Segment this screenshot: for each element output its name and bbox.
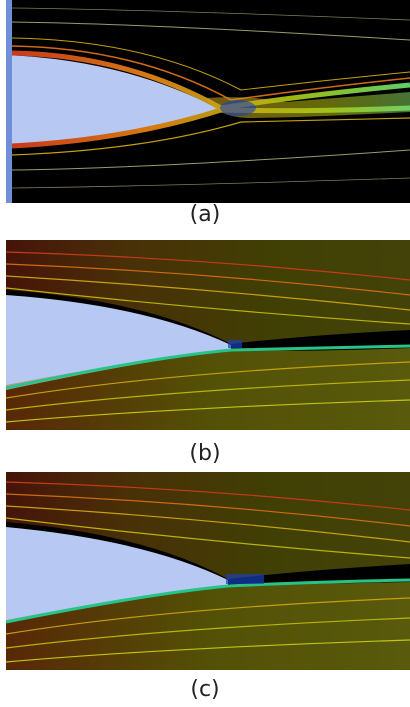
upper-streamline (6, 505, 410, 543)
caption-a: (a) (189, 202, 221, 227)
caption-b: (b) (189, 441, 221, 466)
lower-streamline (6, 597, 410, 635)
lower-streamline (11, 177, 410, 189)
lower-streamline (6, 379, 410, 411)
airfoil-body (6, 527, 228, 622)
upper-streamline (11, 21, 410, 41)
wake-vortex (220, 100, 256, 116)
upper-streamline (6, 251, 410, 281)
upper-streamline (6, 493, 410, 527)
upper-streamline (6, 517, 410, 559)
streamline-plot-b (6, 240, 410, 430)
lower-shear-layer (6, 344, 410, 390)
upper-streamline (6, 263, 410, 296)
streamline-plot-c (6, 472, 410, 670)
upper-flow-band (6, 240, 410, 344)
panel-b (6, 240, 410, 430)
lower-streamline (6, 361, 410, 399)
upper-streamline (6, 287, 410, 325)
airfoil-body (6, 295, 231, 390)
caption-c: (c) (190, 677, 220, 702)
upper-streamline (6, 275, 410, 311)
panel-a (6, 0, 410, 203)
lower-streamline (11, 149, 410, 171)
lower-streamline (11, 117, 410, 156)
lower-streamline (6, 399, 410, 423)
streamline-plot-a (6, 0, 410, 203)
upper-streamline (6, 481, 410, 511)
wake-region (206, 92, 410, 118)
upper-streamline (11, 37, 410, 91)
lower-streamline (6, 639, 410, 663)
upper-streamline (11, 7, 410, 21)
lower-streamline (6, 617, 410, 649)
stagnation-strip (6, 0, 12, 203)
trailing-edge-wake (228, 340, 242, 348)
lower-shear-layer (6, 578, 410, 624)
panel-c (6, 472, 410, 670)
trailing-edge-wake (226, 574, 264, 584)
